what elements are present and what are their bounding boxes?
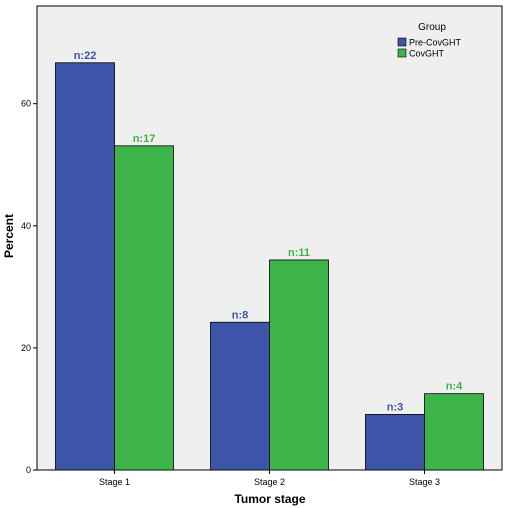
data-label: n:4 (446, 381, 463, 393)
legend-label: Pre-CovGHT (409, 38, 462, 48)
bars-layer (55, 62, 484, 471)
legend-swatch (397, 48, 407, 58)
x-axis-title: Tumor stage (234, 492, 305, 506)
bar-pre-covght-stage-3 (365, 414, 425, 471)
y-tick-label: 20 (21, 343, 31, 353)
y-axis: 0 20 40 60 (21, 99, 37, 475)
bar-covght-stage-1 (114, 145, 174, 471)
bar-pre-covght-stage-2 (210, 321, 270, 471)
data-label: n:17 (133, 133, 156, 145)
y-tick-label: 0 (26, 465, 31, 475)
x-tick-label: Stage 3 (409, 477, 440, 487)
y-tick-label: 40 (21, 221, 31, 231)
data-labels-layer: n:22 n:17 n:8 n:11 n:3 n:4 (74, 50, 463, 414)
y-axis-title: Percent (2, 214, 16, 258)
legend-swatch (397, 37, 407, 47)
data-label: n:8 (232, 309, 249, 321)
y-tick-label: 60 (21, 99, 31, 109)
x-tick-label: Stage 1 (99, 477, 130, 487)
x-axis: Stage 1 Stage 2 Stage 3 (99, 470, 440, 487)
bar-covght-stage-2 (269, 259, 329, 471)
bar-covght-stage-3 (424, 393, 484, 471)
x-tick-label: Stage 2 (254, 477, 285, 487)
data-label: n:11 (288, 247, 310, 259)
legend-title: Group (418, 22, 446, 33)
legend-label: CovGHT (409, 49, 445, 59)
data-label: n:3 (387, 401, 404, 413)
data-label: n:22 (74, 50, 97, 62)
bar-pre-covght-stage-1 (55, 62, 115, 471)
